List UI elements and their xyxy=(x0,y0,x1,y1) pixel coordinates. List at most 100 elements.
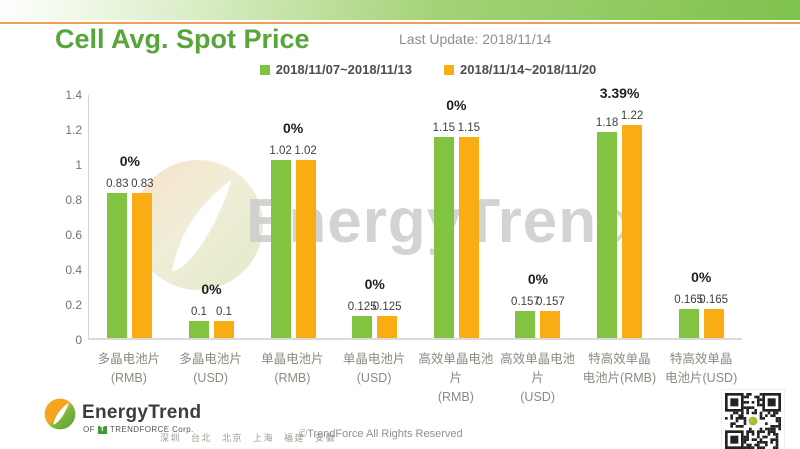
bar-series-2: 1.15 xyxy=(458,122,480,338)
y-tick-label: 0.6 xyxy=(65,228,82,242)
bar-series-1: 0.165 xyxy=(674,294,703,338)
watermark-leaf-logo-icon xyxy=(133,160,263,290)
footer-corp-text: TRENDFORCE Corp. xyxy=(109,425,194,434)
chart-legend: 2018/11/07~2018/11/13 2018/11/14~2018/11/… xyxy=(56,62,800,77)
bar-series-1: 0.83 xyxy=(106,178,129,338)
bar-series-2: 0.1 xyxy=(213,306,234,338)
legend-label: 2018/11/07~2018/11/13 xyxy=(275,62,412,77)
value-label: 0.125 xyxy=(372,301,402,314)
legend-item: 2018/11/07~2018/11/13 xyxy=(259,62,412,77)
bar-series-1: 1.18 xyxy=(596,117,618,338)
value-label: 0.165 xyxy=(674,294,704,307)
bar-group: 0.83 0.83 0% xyxy=(89,95,171,338)
value-label: 0.157 xyxy=(511,295,540,308)
x-axis-label-line2: 电池片(USD) xyxy=(665,371,738,385)
bar-series-2: 1.22 xyxy=(621,110,643,338)
bar-group: 1.02 1.02 0% xyxy=(252,95,334,338)
value-label: 1.15 xyxy=(432,121,456,134)
value-label: 0.83 xyxy=(131,177,154,190)
plot-area: 0.83 0.83 0% 0.1 0.1 0% 1.02 1.02 0% 0.125 0.125 0%… xyxy=(88,85,742,340)
x-axis-label-line1: 特高效单晶 xyxy=(669,352,733,366)
bar-series-2: 0.157 xyxy=(536,296,565,338)
bar-group: 1.18 1.22 3.39% xyxy=(579,85,661,338)
x-axis-label-line1: 多晶电池片 xyxy=(179,352,242,366)
bar-series-1: 0.1 xyxy=(188,306,209,338)
bar-group: 1.15 1.15 0% xyxy=(416,95,498,338)
x-axis-label-line1: 单晶电池片 xyxy=(342,352,406,366)
page-title: Cell Avg. Spot Price xyxy=(55,24,310,54)
y-tick-label: 0.4 xyxy=(65,263,82,277)
x-axis-label: 特高效单晶电池片(USD) xyxy=(660,350,742,407)
change-percent-label: 0% xyxy=(119,152,140,169)
copyright-text: ©TrendForce All Rights Reserved xyxy=(299,428,463,440)
footer-corp-line: OF T TRENDFORCE Corp. xyxy=(83,425,194,434)
bar-series-2: 0.83 xyxy=(131,178,154,338)
value-label: 1.22 xyxy=(620,109,644,122)
y-axis: 0 0.2 0.4 0.6 0.8 1 1.2 1.4 xyxy=(30,88,82,347)
bar-series-1: 0.125 xyxy=(348,301,377,338)
bar-series-1: 0.157 xyxy=(511,296,540,338)
change-percent-label: 0% xyxy=(201,280,222,297)
bar-group: 0.157 0.157 0% xyxy=(497,95,579,338)
x-axis-label-line1: 高效单晶电池片 xyxy=(500,352,576,385)
value-label: 1.02 xyxy=(269,144,292,157)
x-axis-label-line2: (USD) xyxy=(356,371,392,385)
x-axis-labels: 多晶电池片 (RMB) 多晶电池片 (USD) 单晶电池片 (RMB) 单晶电池片 (USD)… xyxy=(88,350,742,407)
bar-series-2: 0.165 xyxy=(699,294,728,338)
value-label: 0.157 xyxy=(536,295,565,308)
footer-brand-text: EnergyTrend xyxy=(82,402,202,423)
change-percent-label: 0% xyxy=(282,119,304,136)
x-axis-label-line2: (USD) xyxy=(193,371,228,385)
x-axis-label-line2: (RMB) xyxy=(110,371,147,385)
legend-swatch-icon xyxy=(259,64,270,75)
y-tick-label: 0 xyxy=(75,333,82,347)
value-label: 0.83 xyxy=(106,177,129,190)
y-tick-label: 0.8 xyxy=(65,193,82,207)
value-label: 1.02 xyxy=(294,144,317,157)
value-label: 0.125 xyxy=(347,301,377,314)
legend-swatch-icon xyxy=(444,64,454,75)
y-tick-label: 1.4 xyxy=(65,88,82,102)
legend-label: 2018/11/14~2018/11/20 xyxy=(460,62,597,77)
y-tick-label: 1 xyxy=(75,158,82,172)
change-percent-label: 0% xyxy=(364,276,385,293)
x-axis-label: 高效单晶电池片 (RMB) xyxy=(415,350,497,407)
x-axis-label-line2: 电池片(RMB) xyxy=(582,371,657,385)
header-gradient-band xyxy=(0,0,800,20)
x-axis-label-line1: 高效单晶电池片 xyxy=(418,352,494,385)
value-label: 0.165 xyxy=(699,294,729,307)
x-axis-label-line2: (USD) xyxy=(520,390,555,404)
bar-series-1: 1.02 xyxy=(269,145,292,338)
x-axis-label-line1: 特高效单晶 xyxy=(588,352,651,366)
trendforce-mark-icon: T xyxy=(97,425,107,434)
x-axis-label-line2: (RMB) xyxy=(274,371,311,385)
last-update-text: Last Update: 2018/11/14 xyxy=(399,31,552,47)
orange-divider-line xyxy=(0,22,800,24)
value-label: 1.18 xyxy=(595,116,619,129)
legend-item: 2018/11/14~2018/11/20 xyxy=(444,62,596,77)
change-percent-label: 3.39% xyxy=(599,84,640,101)
bar-group: 0.165 0.165 0% xyxy=(660,95,742,338)
x-axis-label-line2: (RMB) xyxy=(437,390,474,404)
value-label: 0.1 xyxy=(215,305,232,318)
x-axis-label: 多晶电池片 (RMB) xyxy=(88,350,170,407)
x-axis-label: 多晶电池片 (USD) xyxy=(170,350,252,407)
footer-of-text: OF xyxy=(83,425,95,434)
y-tick-label: 0.2 xyxy=(65,298,82,312)
y-tick-label: 1.2 xyxy=(65,123,82,137)
bar-series-2: 0.125 xyxy=(373,301,402,338)
x-axis-label: 单晶电池片 (USD) xyxy=(333,350,415,407)
bar-group: 0.125 0.125 0% xyxy=(334,95,416,338)
change-percent-label: 0% xyxy=(527,270,549,287)
change-percent-label: 0% xyxy=(691,269,712,286)
x-axis-label-line1: 多晶电池片 xyxy=(97,352,161,366)
bar-series-2: 1.02 xyxy=(294,145,317,338)
footer-cities-text: 深圳 台北 北京 上海 福建 安徽 xyxy=(160,433,337,443)
x-axis-label-line1: 单晶电池片 xyxy=(261,352,324,366)
bar-series-1: 1.15 xyxy=(433,122,455,338)
x-axis-label: 高效单晶电池片 (USD) xyxy=(497,350,579,407)
bar-group: 0.1 0.1 0% xyxy=(171,95,253,338)
value-label: 1.15 xyxy=(457,121,481,134)
x-axis-label: 单晶电池片 (RMB) xyxy=(252,350,334,407)
